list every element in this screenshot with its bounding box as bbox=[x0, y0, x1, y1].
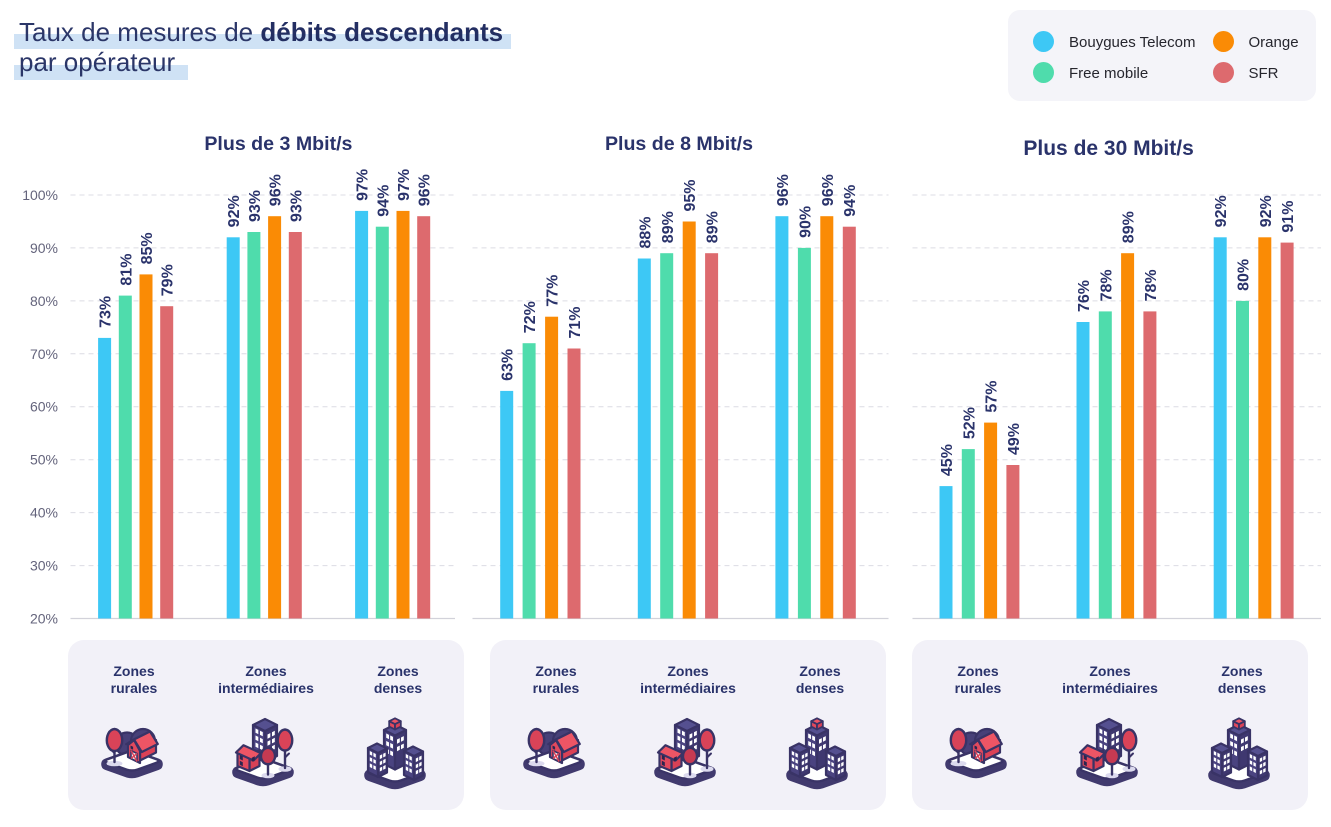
svg-text:50%: 50% bbox=[30, 452, 58, 468]
svg-text:89%: 89% bbox=[705, 211, 722, 243]
svg-text:57%: 57% bbox=[984, 381, 1001, 413]
svg-text:93%: 93% bbox=[288, 190, 305, 222]
svg-text:80%: 80% bbox=[1236, 259, 1253, 291]
svg-text:100%: 100% bbox=[22, 187, 58, 203]
svg-text:90%: 90% bbox=[797, 206, 814, 238]
svg-text:94%: 94% bbox=[842, 185, 859, 217]
svg-text:89%: 89% bbox=[660, 211, 677, 243]
svg-text:92%: 92% bbox=[1213, 195, 1230, 227]
svg-text:76%: 76% bbox=[1076, 280, 1093, 312]
svg-text:72%: 72% bbox=[522, 301, 539, 333]
svg-text:45%: 45% bbox=[939, 444, 956, 476]
svg-text:88%: 88% bbox=[637, 216, 654, 248]
svg-text:96%: 96% bbox=[417, 174, 434, 206]
svg-text:63%: 63% bbox=[500, 349, 517, 381]
svg-text:77%: 77% bbox=[545, 275, 562, 307]
svg-text:Plus de 30 Mbit/s: Plus de 30 Mbit/s bbox=[1023, 137, 1193, 160]
svg-text:81%: 81% bbox=[118, 254, 135, 286]
svg-text:71%: 71% bbox=[567, 306, 584, 338]
svg-text:92%: 92% bbox=[1258, 195, 1275, 227]
svg-text:93%: 93% bbox=[247, 190, 264, 222]
svg-text:97%: 97% bbox=[355, 169, 372, 201]
svg-text:Plus de 8 Mbit/s: Plus de 8 Mbit/s bbox=[605, 133, 753, 155]
svg-text:96%: 96% bbox=[775, 174, 792, 206]
svg-text:95%: 95% bbox=[682, 179, 699, 211]
svg-text:94%: 94% bbox=[375, 185, 392, 217]
svg-text:49%: 49% bbox=[1006, 423, 1023, 455]
svg-text:96%: 96% bbox=[268, 174, 285, 206]
svg-text:96%: 96% bbox=[820, 174, 837, 206]
svg-text:Plus de 3 Mbit/s: Plus de 3 Mbit/s bbox=[204, 133, 352, 155]
svg-text:97%: 97% bbox=[396, 169, 413, 201]
svg-text:70%: 70% bbox=[30, 346, 58, 362]
svg-text:20%: 20% bbox=[30, 611, 58, 627]
svg-text:79%: 79% bbox=[160, 264, 177, 296]
svg-text:85%: 85% bbox=[139, 232, 156, 264]
svg-text:91%: 91% bbox=[1280, 201, 1297, 233]
svg-text:40%: 40% bbox=[30, 505, 58, 521]
svg-text:89%: 89% bbox=[1121, 211, 1138, 243]
svg-text:78%: 78% bbox=[1143, 269, 1160, 301]
svg-text:73%: 73% bbox=[98, 296, 115, 328]
svg-text:60%: 60% bbox=[30, 399, 58, 415]
svg-text:92%: 92% bbox=[226, 195, 243, 227]
svg-text:80%: 80% bbox=[30, 293, 58, 309]
svg-text:90%: 90% bbox=[30, 240, 58, 256]
svg-text:30%: 30% bbox=[30, 558, 58, 574]
svg-text:52%: 52% bbox=[961, 407, 978, 439]
svg-text:78%: 78% bbox=[1098, 269, 1115, 301]
